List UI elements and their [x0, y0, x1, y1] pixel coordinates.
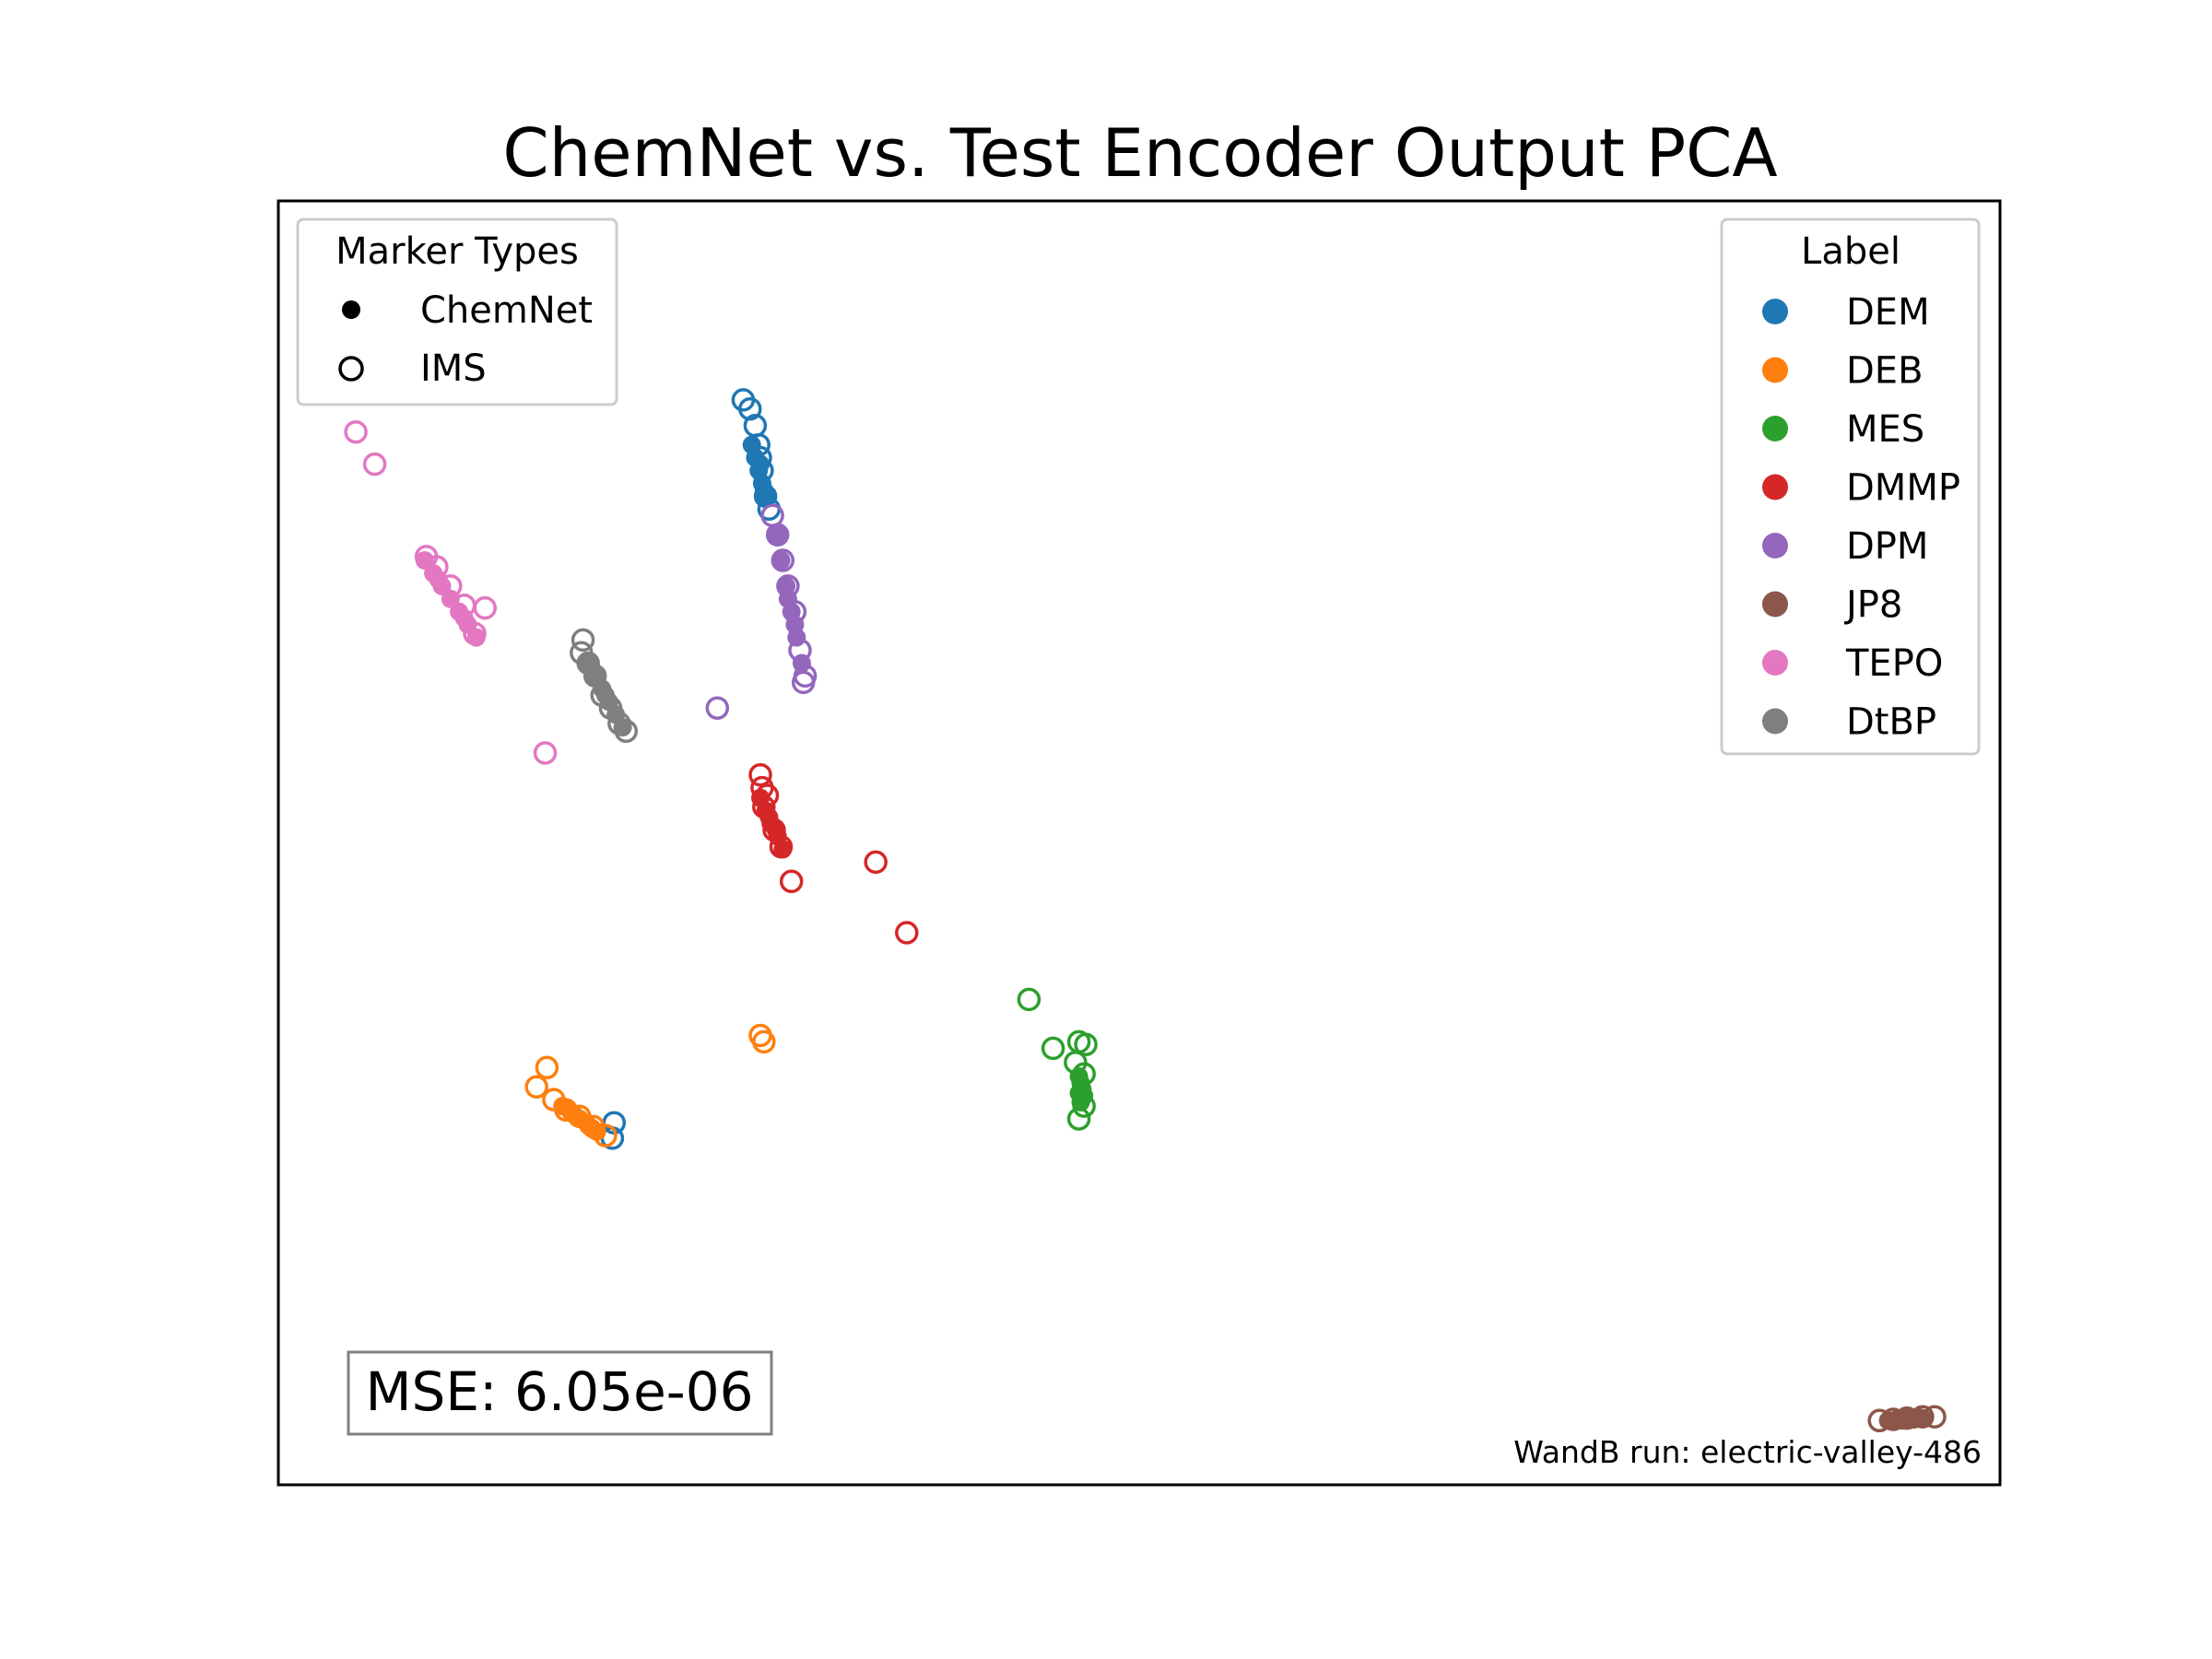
label-legend-label: DEM — [1846, 291, 1930, 334]
mse-annotation-box — [347, 1350, 773, 1436]
ims-point — [738, 396, 762, 421]
run-annotation: WandB run: electric-valley-486 — [1513, 1434, 1982, 1470]
chemnet-point — [754, 480, 773, 500]
label-legend-swatch — [1762, 708, 1788, 735]
marker-types-legend-title: Marker Types — [335, 230, 579, 273]
chemnet-point — [582, 1118, 601, 1137]
label-legend-swatch — [1762, 533, 1788, 559]
marker-types-legend-label: ChemNet — [420, 289, 593, 332]
chemnet-point — [768, 525, 787, 545]
chemnet-point — [1069, 1084, 1088, 1103]
chemnet-point — [429, 570, 448, 589]
mse-annotation-text: MSE: 6.05e-06 — [365, 1360, 753, 1423]
chemnet-point — [771, 551, 791, 570]
label-legend-label: DEB — [1846, 350, 1924, 393]
label-legend: Label DEM DEB MES DMMP DPM JP8 TEPO DtBP — [1720, 218, 1981, 756]
label-legend-swatch — [1762, 591, 1788, 618]
label-legend-label: MES — [1846, 408, 1924, 451]
chemnet-point — [766, 820, 785, 840]
ims-point — [535, 1055, 559, 1080]
ims-point — [1041, 1036, 1065, 1061]
chemnet-point — [773, 840, 793, 859]
marker-types-legend-label: IMS — [420, 347, 487, 390]
ims-point — [1017, 987, 1041, 1012]
marker-types-legend-box — [296, 218, 618, 406]
chemnet-point — [792, 653, 811, 673]
label-legend-label: JP8 — [1843, 584, 1902, 627]
ims-marker-icon — [338, 356, 364, 382]
label-legend-swatch — [1762, 650, 1788, 676]
ims-point — [779, 869, 804, 894]
label-legend-label: DMMP — [1846, 467, 1960, 510]
ims-point — [752, 1030, 776, 1054]
ims-point — [362, 452, 387, 477]
label-legend-label: DtBP — [1846, 701, 1936, 744]
mse-annotation: MSE: 6.05e-06 — [347, 1350, 773, 1436]
chemnet-point — [1892, 1411, 1912, 1430]
label-legend-swatch — [1762, 474, 1788, 500]
chemnet-point — [785, 615, 805, 634]
ims-point — [1074, 1032, 1098, 1056]
ims-point — [748, 762, 772, 787]
label-legend-swatch — [1762, 357, 1788, 383]
plot-area — [276, 199, 2002, 1487]
ims-point — [765, 523, 790, 547]
ims-point — [705, 696, 730, 720]
scatter-points — [344, 388, 1947, 1433]
label-legend-swatch — [1762, 299, 1788, 324]
chemnet-point — [1908, 1407, 1927, 1427]
label-legend-label: DPM — [1846, 525, 1928, 568]
ims-point — [524, 1075, 548, 1099]
marker-types-legend: Marker Types ChemNet IMS — [296, 218, 618, 406]
chemnet-point — [613, 718, 632, 737]
label-legend-box — [1720, 218, 1981, 756]
ims-point — [895, 921, 919, 945]
label-legend-swatch — [1762, 416, 1788, 441]
chemnet-marker-icon — [342, 300, 360, 319]
chemnet-point — [466, 628, 486, 647]
ims-point — [791, 670, 816, 695]
chemnet-point — [751, 454, 770, 474]
ims-point — [533, 741, 558, 765]
chemnet-point — [565, 1105, 584, 1124]
chemnet-point — [454, 608, 474, 628]
ims-point — [473, 595, 497, 620]
label-legend-items: DEM DEB MES DMMP DPM JP8 TEPO DtBP — [1762, 291, 1960, 744]
ims-point — [571, 628, 595, 653]
chemnet-point — [778, 589, 797, 608]
ims-point — [864, 850, 888, 875]
chemnet-point — [595, 686, 615, 705]
chart-title: ChemNet vs. Test Encoder Output PCA — [502, 114, 1777, 192]
ims-point — [344, 419, 368, 444]
label-legend-label: TEPO — [1845, 642, 1943, 685]
label-legend-title: Label — [1801, 230, 1900, 273]
